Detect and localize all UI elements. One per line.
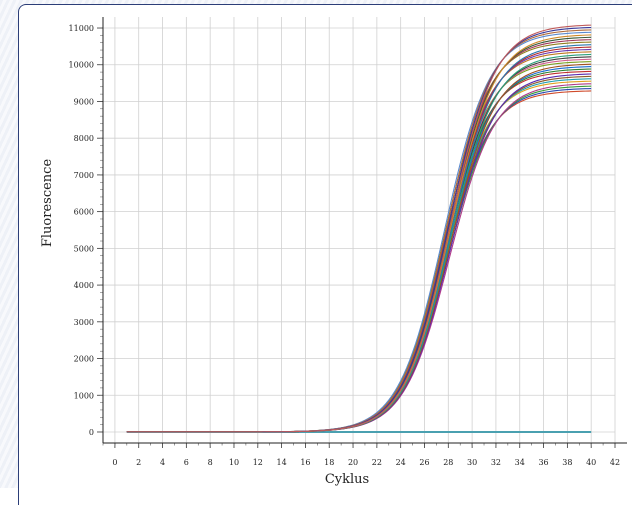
x-tick-label: 42 bbox=[610, 458, 620, 467]
x-tick-label: 36 bbox=[538, 458, 548, 467]
amplification-curve bbox=[126, 61, 592, 433]
amplification-curve bbox=[126, 75, 592, 433]
x-tick-label: 10 bbox=[229, 458, 239, 467]
amplification-curve bbox=[126, 58, 592, 433]
amplification-curve bbox=[126, 51, 592, 433]
y-tick-label: 9000 bbox=[74, 97, 94, 106]
y-axis-label: Fluorescence bbox=[40, 159, 55, 248]
y-tick-label: 7000 bbox=[74, 171, 94, 180]
y-tick-label: 2000 bbox=[74, 355, 94, 364]
amplification-curve bbox=[126, 53, 592, 433]
x-tick-label: 34 bbox=[515, 458, 525, 467]
x-tick-label: 4 bbox=[160, 458, 165, 467]
amplification-curve bbox=[126, 90, 592, 433]
amplification-curve bbox=[126, 56, 592, 433]
x-tick-label: 40 bbox=[586, 458, 596, 467]
amplification-curve bbox=[126, 68, 592, 433]
y-tick-label: 3000 bbox=[74, 318, 94, 327]
y-tick-label: 10000 bbox=[69, 61, 94, 70]
x-tick-label: 18 bbox=[324, 458, 334, 467]
amplification-curves bbox=[126, 24, 592, 433]
y-tick-label: 8000 bbox=[74, 134, 94, 143]
x-tick-label: 16 bbox=[300, 458, 310, 467]
x-tick-label: 32 bbox=[491, 458, 501, 467]
amplification-curve bbox=[126, 80, 592, 433]
amplification-curve bbox=[126, 44, 592, 433]
x-tick-label: 8 bbox=[208, 458, 213, 467]
y-tick-label: 5000 bbox=[74, 244, 94, 253]
chart-axes bbox=[97, 17, 627, 448]
y-tick-label: 4000 bbox=[74, 281, 94, 290]
x-tick-labels: 0 2 4 6 8 10 12 14 16 18 20 22 24 26 28 30 32 34 36 38 40 42 bbox=[112, 458, 620, 467]
amplification-curve bbox=[126, 41, 592, 433]
amplification-curve bbox=[126, 48, 592, 433]
x-tick-label: 20 bbox=[348, 458, 358, 467]
x-tick-label: 22 bbox=[372, 458, 382, 467]
amplification-curve bbox=[126, 70, 592, 433]
x-axis-label: Cyklus bbox=[325, 472, 369, 487]
amplification-curve bbox=[126, 78, 592, 433]
x-tick-label: 12 bbox=[253, 458, 263, 467]
chart-frame: 0 1000 2000 3000 4000 5000 6000 7000 8000 9000 100… bbox=[18, 4, 632, 505]
qpcr-amplification-chart: 0100020003000400050006000700080009000100… bbox=[40, 17, 627, 487]
amplification-curve bbox=[126, 24, 592, 433]
x-tick-label: 14 bbox=[277, 458, 287, 467]
y-tick-label: 1000 bbox=[74, 391, 94, 400]
amplification-curve bbox=[126, 66, 592, 433]
x-tick-label: 28 bbox=[443, 458, 453, 467]
x-tick-label: 24 bbox=[396, 458, 406, 467]
x-tick-label: 26 bbox=[419, 458, 429, 467]
y-tick-label: 0 bbox=[89, 428, 94, 437]
amplification-curve bbox=[126, 83, 592, 433]
y-tick-labels: 0 1000 2000 3000 4000 5000 6000 7000 8000 9000 100… bbox=[69, 24, 94, 437]
x-tick-label: 30 bbox=[467, 458, 477, 467]
y-tick-label: 6000 bbox=[74, 208, 94, 217]
amplification-curve bbox=[126, 88, 592, 433]
x-tick-label: 0 bbox=[112, 458, 117, 467]
x-tick-label: 38 bbox=[562, 458, 572, 467]
x-tick-label: 6 bbox=[184, 458, 189, 467]
amplification-curve bbox=[126, 34, 592, 433]
x-tick-label: 2 bbox=[136, 458, 141, 467]
chart-grid bbox=[103, 17, 616, 443]
amplification-curve bbox=[126, 46, 592, 433]
y-tick-label: 11000 bbox=[69, 24, 94, 33]
amplification-curve bbox=[126, 73, 592, 433]
